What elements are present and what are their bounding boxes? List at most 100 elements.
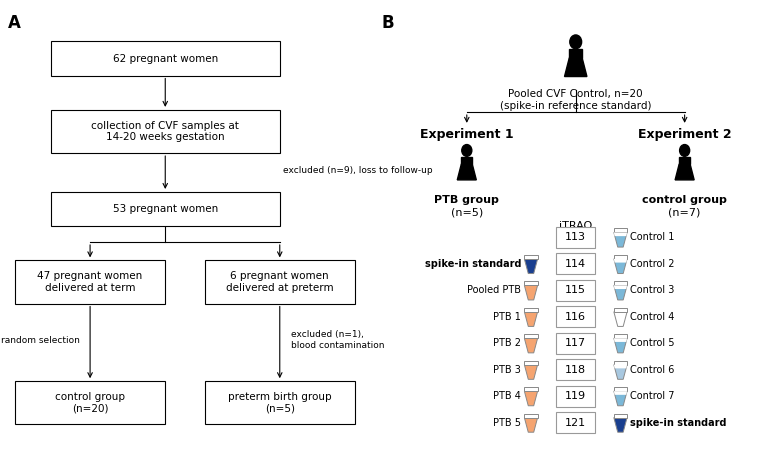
Bar	[614, 308, 627, 312]
FancyBboxPatch shape	[556, 254, 595, 275]
Text: Experiment 2: Experiment 2	[638, 128, 731, 141]
Text: iTRAQ: iTRAQ	[559, 220, 592, 231]
Text: spike-in standard: spike-in standard	[630, 418, 727, 428]
FancyBboxPatch shape	[51, 192, 280, 226]
Bar	[524, 387, 538, 391]
Polygon shape	[675, 164, 694, 180]
Bar	[524, 334, 538, 338]
FancyBboxPatch shape	[556, 412, 595, 433]
Text: Control 3: Control 3	[630, 285, 675, 295]
Text: spike-in standard: spike-in standard	[425, 259, 521, 269]
FancyBboxPatch shape	[556, 306, 595, 327]
Text: 113: 113	[566, 232, 586, 243]
Polygon shape	[461, 157, 472, 164]
FancyBboxPatch shape	[205, 381, 355, 425]
FancyBboxPatch shape	[51, 110, 280, 153]
Text: control group: control group	[642, 195, 727, 205]
Bar	[614, 228, 627, 232]
Text: 6 pregnant women
delivered at preterm: 6 pregnant women delivered at preterm	[226, 271, 334, 293]
Bar	[524, 281, 538, 285]
Bar	[614, 255, 627, 259]
Text: random selection: random selection	[1, 336, 79, 344]
Bar	[524, 361, 538, 365]
Text: PTB 3: PTB 3	[493, 365, 521, 375]
FancyBboxPatch shape	[556, 333, 595, 354]
Polygon shape	[524, 338, 538, 353]
Text: Control 1: Control 1	[630, 232, 675, 243]
Bar	[614, 414, 627, 418]
FancyBboxPatch shape	[556, 386, 595, 407]
Polygon shape	[614, 365, 627, 380]
FancyBboxPatch shape	[556, 280, 595, 301]
Text: PTB 5: PTB 5	[493, 418, 521, 428]
Polygon shape	[524, 312, 538, 326]
Text: PTB 2: PTB 2	[493, 338, 521, 348]
Polygon shape	[614, 418, 627, 432]
Text: excluded (n=1),
blood contamination: excluded (n=1), blood contamination	[290, 331, 384, 350]
Text: 121: 121	[565, 418, 587, 428]
Text: Control 5: Control 5	[630, 338, 675, 348]
Bar	[614, 334, 627, 338]
Text: PTB group: PTB group	[434, 195, 499, 205]
Text: 116: 116	[566, 312, 586, 322]
Text: Control 6: Control 6	[630, 365, 675, 375]
Bar	[614, 281, 627, 285]
Text: 117: 117	[565, 338, 587, 348]
Polygon shape	[614, 285, 627, 300]
Text: Pooled CVF Control, n=20
(spike-in reference standard): Pooled CVF Control, n=20 (spike-in refer…	[500, 89, 651, 111]
Polygon shape	[614, 312, 627, 326]
Text: 62 pregnant women: 62 pregnant women	[113, 54, 218, 64]
Bar	[614, 361, 627, 365]
Text: 47 pregnant women
delivered at term: 47 pregnant women delivered at term	[37, 271, 142, 293]
Polygon shape	[614, 232, 627, 236]
Polygon shape	[524, 418, 538, 432]
Text: collection of CVF samples at
14-20 weeks gestation: collection of CVF samples at 14-20 weeks…	[91, 121, 239, 142]
Text: Control 2: Control 2	[630, 259, 675, 269]
Polygon shape	[614, 338, 627, 353]
Text: excluded (n=9), loss to follow-up: excluded (n=9), loss to follow-up	[283, 165, 433, 174]
Text: PTB 4: PTB 4	[493, 391, 521, 401]
Text: Experiment 1: Experiment 1	[420, 128, 513, 141]
Polygon shape	[614, 338, 627, 342]
Bar	[524, 308, 538, 312]
FancyBboxPatch shape	[556, 359, 595, 380]
Polygon shape	[614, 391, 627, 406]
FancyBboxPatch shape	[15, 381, 165, 425]
Polygon shape	[457, 164, 476, 180]
Polygon shape	[614, 232, 627, 247]
FancyBboxPatch shape	[205, 260, 355, 304]
Polygon shape	[614, 391, 627, 395]
Text: Control 7: Control 7	[630, 391, 675, 401]
Text: B: B	[381, 14, 394, 32]
FancyBboxPatch shape	[15, 260, 165, 304]
FancyBboxPatch shape	[556, 227, 595, 248]
Bar	[524, 414, 538, 418]
Text: Pooled PTB: Pooled PTB	[468, 285, 521, 295]
Polygon shape	[524, 259, 538, 274]
Polygon shape	[614, 365, 627, 369]
Text: (n=5): (n=5)	[450, 208, 483, 218]
Text: control group
(n=20): control group (n=20)	[55, 392, 125, 414]
Text: 119: 119	[565, 391, 587, 401]
Polygon shape	[614, 259, 627, 263]
Polygon shape	[614, 259, 627, 274]
Polygon shape	[565, 58, 587, 76]
Bar	[524, 255, 538, 259]
Text: 115: 115	[566, 285, 586, 295]
Text: 118: 118	[565, 365, 587, 375]
Circle shape	[569, 35, 582, 49]
Polygon shape	[679, 157, 690, 164]
Polygon shape	[524, 285, 538, 300]
Text: 114: 114	[565, 259, 587, 269]
Text: PTB 1: PTB 1	[493, 312, 521, 322]
Polygon shape	[524, 365, 538, 380]
Text: 53 pregnant women: 53 pregnant women	[113, 204, 218, 214]
Text: Control 4: Control 4	[630, 312, 675, 322]
Text: A: A	[8, 14, 21, 32]
Circle shape	[680, 144, 689, 156]
FancyBboxPatch shape	[51, 41, 280, 76]
Polygon shape	[614, 285, 627, 289]
Polygon shape	[524, 391, 538, 406]
Text: preterm birth group
(n=5): preterm birth group (n=5)	[228, 392, 331, 414]
Polygon shape	[569, 49, 582, 58]
